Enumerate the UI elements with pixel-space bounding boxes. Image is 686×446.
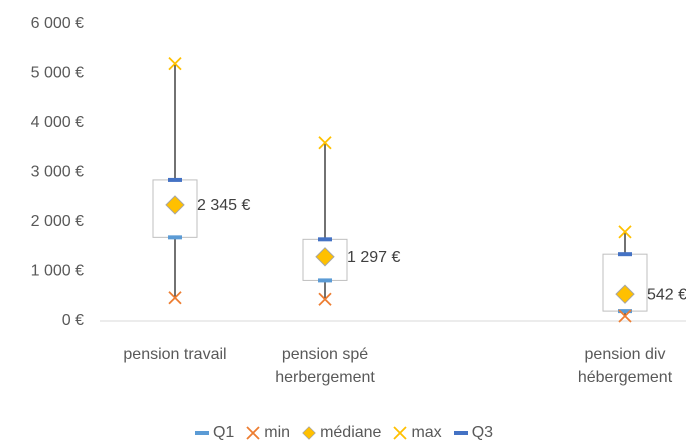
y-tick-label: 6 000 € — [31, 15, 84, 32]
legend-item: Q1 — [193, 424, 234, 442]
marker-diamond — [615, 284, 635, 304]
marker-x — [618, 225, 632, 239]
legend-label: Q3 — [471, 424, 494, 441]
x-tick-label: pension div hébergement — [577, 346, 673, 386]
data-label: 2 345 € — [197, 197, 250, 214]
legend-marker — [302, 426, 316, 440]
marker-dash — [618, 309, 632, 314]
data-label: 1 297 € — [347, 249, 400, 266]
legend-item: min — [244, 424, 290, 442]
legend-item: Q3 — [452, 424, 493, 442]
legend-marker — [393, 426, 408, 440]
marker-x — [318, 292, 332, 306]
data-label: 542 € — [647, 286, 686, 303]
y-tick-label: 2 000 € — [31, 213, 84, 230]
legend-label: max — [411, 424, 442, 441]
legend-label: min — [264, 424, 291, 441]
marker-x — [168, 56, 182, 71]
legend-symbol — [302, 426, 316, 440]
marker-dash — [318, 278, 332, 283]
marker-x — [618, 309, 632, 323]
legend-symbol — [194, 431, 209, 435]
marker-x — [318, 136, 332, 150]
marker-dash — [168, 177, 182, 182]
x-tick-label: pension spé herbergement — [275, 346, 375, 386]
legend-marker — [246, 426, 260, 440]
legend-label: médiane — [320, 424, 382, 441]
marker-dash — [618, 252, 632, 257]
legend-marker — [453, 431, 468, 435]
y-tick-label: 5 000 € — [31, 65, 84, 82]
legend-symbol — [453, 431, 468, 435]
legend-item: max — [391, 424, 442, 442]
y-tick-label: 1 000 € — [31, 263, 84, 280]
legend-symbol — [393, 426, 408, 440]
legend: Q1 min médiane max Q3 — [0, 424, 686, 442]
y-tick-label: 4 000 € — [31, 114, 84, 131]
marker-x — [168, 291, 182, 305]
x-tick-label: pension travail — [123, 346, 227, 363]
y-tick-label: 3 000 € — [31, 164, 84, 181]
marker-diamond — [315, 247, 335, 267]
marker-dash — [168, 235, 182, 240]
legend-label: Q1 — [212, 424, 235, 441]
legend-marker — [194, 431, 209, 435]
legend-symbol — [246, 426, 260, 440]
legend-item: médiane — [300, 424, 381, 442]
marker-diamond — [165, 195, 185, 215]
marker-dash — [318, 237, 332, 242]
y-tick-label: 0 € — [62, 312, 84, 329]
